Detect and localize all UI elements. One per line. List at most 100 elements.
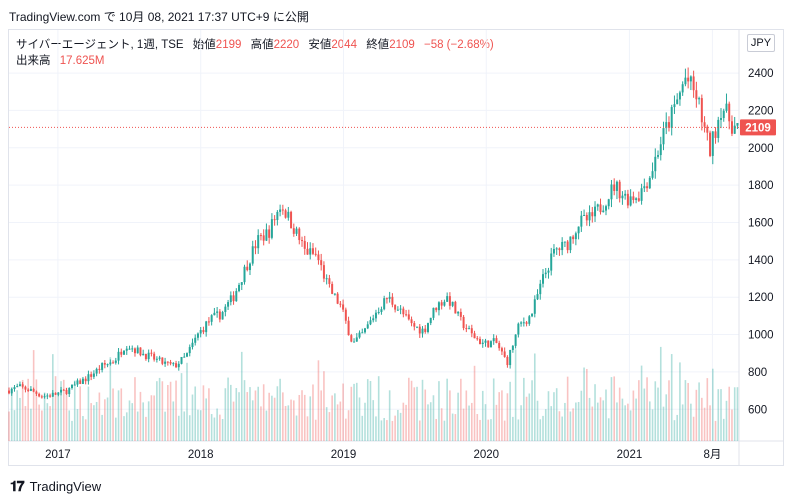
volume-bar (616, 402, 618, 441)
volume-bar (191, 394, 194, 441)
candle-body (709, 132, 712, 156)
volume-bar (533, 353, 536, 441)
volume-bar (347, 410, 350, 441)
volume-bar (720, 389, 722, 441)
volume-bar (457, 392, 459, 441)
footer-brand[interactable]: 𝟏𝟕 TradingView (10, 478, 101, 495)
candle-body (24, 386, 27, 390)
candle-body (506, 356, 509, 366)
x-tick-label: 8月 (703, 449, 721, 461)
candle-body (522, 322, 525, 324)
candle-body (281, 209, 284, 211)
volume-bar (520, 405, 522, 441)
x-tick-label: 2021 (617, 449, 643, 461)
candle-body (325, 278, 328, 280)
candle-body (38, 393, 41, 397)
chart-frame[interactable] (8, 29, 784, 466)
volume-bar (82, 416, 84, 441)
volume-bar (523, 377, 525, 441)
volume-bar (690, 403, 692, 441)
volume-bar (602, 400, 605, 441)
volume-bar (473, 365, 476, 441)
candle-body (383, 298, 386, 310)
candle-body (714, 131, 717, 138)
currency-button[interactable]: JPY (747, 34, 775, 52)
volume-bar (197, 409, 199, 441)
candle-body (366, 324, 369, 329)
candle-body (70, 384, 73, 389)
candle-body (659, 144, 662, 156)
volume-bar (654, 381, 657, 441)
candle-body (213, 312, 216, 316)
candle-body (73, 384, 76, 386)
candle-body (298, 228, 301, 241)
volume-bar (629, 410, 632, 441)
candle-body (500, 348, 503, 352)
volume-bar (276, 386, 279, 441)
volume-bar (323, 371, 325, 441)
volume-bar (131, 403, 134, 441)
volume-bar (544, 409, 547, 441)
volume-bar (435, 418, 438, 441)
candle-body (555, 248, 558, 250)
volume-bar (186, 362, 188, 441)
candle-body (254, 246, 257, 249)
candle-body (613, 184, 616, 191)
volume-bar (221, 419, 224, 441)
volume-bar (43, 392, 46, 441)
candle-body (164, 361, 167, 364)
candle-body (153, 353, 156, 360)
volume-bar (301, 390, 303, 441)
volume-bar (687, 382, 689, 441)
candle-body (621, 195, 624, 199)
candle-body (588, 212, 591, 221)
candle-body (81, 378, 84, 384)
y-tick-label: 1400 (748, 255, 774, 267)
candle-body (607, 199, 610, 207)
candle-body (196, 333, 199, 338)
volume-bar (306, 416, 309, 441)
candle-body (194, 337, 197, 343)
volume-bar (49, 406, 51, 441)
candle-body (525, 322, 528, 324)
candle-body (238, 284, 241, 292)
y-tick-label: 1200 (748, 292, 774, 304)
candle-body (563, 241, 566, 243)
candle-body (40, 396, 43, 398)
candle-body (443, 301, 446, 306)
volume-bar (139, 391, 142, 441)
candle-body (133, 348, 136, 354)
volume-bar (670, 354, 673, 441)
candle-body (246, 266, 249, 271)
volume-bar (109, 357, 112, 441)
volume-bar (293, 400, 295, 441)
candle-body (435, 307, 438, 311)
candle-body (432, 307, 435, 318)
volume-bar (90, 403, 92, 441)
volume-bar (440, 408, 443, 441)
y-tick-label: 2400 (748, 68, 774, 80)
candle-body (662, 128, 665, 145)
volume-bar (205, 398, 207, 441)
volume-bar (62, 379, 65, 441)
volume-bar (451, 413, 454, 441)
volume-bar (471, 402, 473, 441)
volume-bar (167, 384, 169, 441)
volume-bar (703, 407, 706, 441)
volume-bar (429, 402, 432, 441)
volume-bar (350, 386, 353, 441)
candle-body (95, 368, 98, 374)
candle-body (569, 236, 572, 251)
volume-bar (391, 420, 394, 441)
candle-body (528, 316, 531, 324)
volume-bar (320, 390, 322, 441)
volume-bar (591, 406, 594, 441)
candle-body (388, 296, 391, 299)
candle-body (374, 312, 377, 319)
last-price-badge (740, 119, 776, 136)
volume-bar (230, 384, 232, 441)
volume-bar (27, 378, 29, 441)
candle-body (615, 181, 618, 191)
candle-body (180, 356, 183, 364)
candle-body (481, 342, 484, 345)
